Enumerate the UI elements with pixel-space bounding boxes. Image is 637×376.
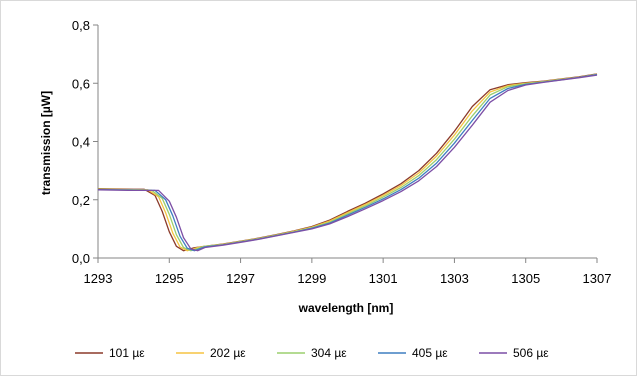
x-tick-label: 1305: [511, 271, 540, 286]
legend-label: 101 µε: [109, 346, 145, 360]
series-line-4: [97, 73, 598, 252]
legend-item: 405 µε: [378, 346, 448, 360]
series-line-5: [97, 74, 598, 252]
x-tick-label: 1293: [84, 271, 113, 286]
series-line-3: [97, 73, 598, 252]
series-lines: [97, 73, 598, 252]
y-tick-label: 0,8: [72, 18, 90, 33]
x-tick-label: 1299: [297, 271, 326, 286]
y-tick-label: 0,2: [72, 193, 90, 208]
legend-item: 304 µε: [277, 346, 347, 360]
series-line-1: [97, 73, 598, 252]
legend-item: 202 µε: [176, 346, 246, 360]
y-axis-ticks: 0,0 0,2 0,4 0,6 0,8: [72, 18, 98, 266]
legend-label: 506 µε: [513, 346, 549, 360]
y-tick-label: 0,0: [72, 251, 90, 266]
x-tick-label: 1295: [155, 271, 184, 286]
legend-label: 202 µε: [210, 346, 246, 360]
series-line-2: [97, 73, 598, 252]
legend-item: 101 µε: [75, 346, 145, 360]
legend-label: 304 µε: [311, 346, 347, 360]
x-axis-ticks: 1293 1295 1297 1299 1301 1303 1305 1307: [84, 258, 612, 286]
x-tick-label: 1307: [583, 271, 612, 286]
x-axis-title: wavelength [nm]: [298, 301, 394, 315]
x-tick-label: 1301: [369, 271, 398, 286]
y-axis-title: transmission [µW]: [39, 91, 53, 195]
legend-item: 506 µε: [479, 346, 549, 360]
x-tick-label: 1297: [226, 271, 255, 286]
legend: 101 µε 202 µε 304 µε 405 µε 506 µε: [75, 346, 549, 360]
x-tick-label: 1303: [440, 271, 469, 286]
y-tick-label: 0,6: [72, 76, 90, 91]
y-tick-label: 0,4: [72, 135, 90, 150]
legend-label: 405 µε: [412, 346, 448, 360]
